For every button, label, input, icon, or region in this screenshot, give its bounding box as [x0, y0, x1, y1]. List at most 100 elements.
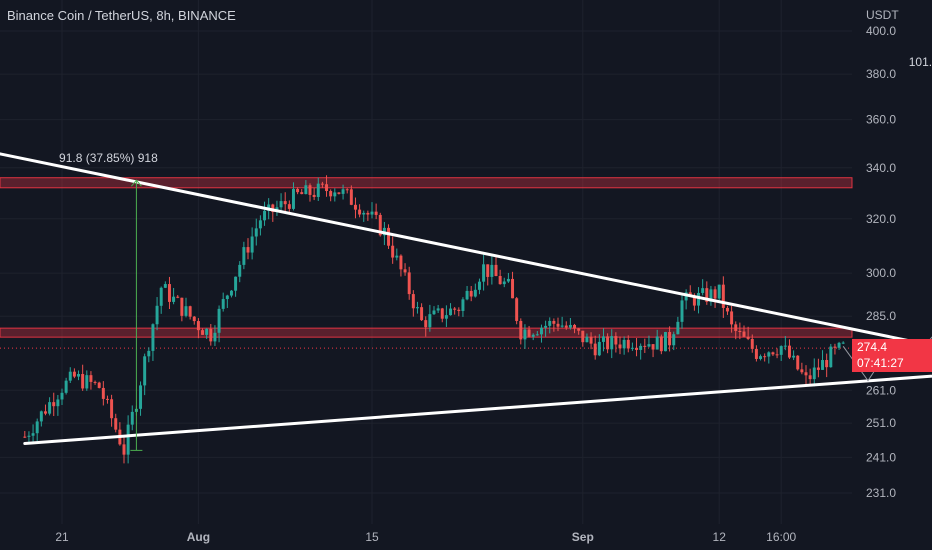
candle-body: [114, 418, 118, 430]
candle-body: [713, 289, 717, 299]
candle-body: [837, 342, 841, 348]
candle-body: [258, 220, 262, 229]
candle-body: [209, 328, 213, 342]
candle-body: [139, 385, 143, 409]
candle-body: [395, 255, 399, 258]
candle-body: [48, 402, 52, 414]
x-tick-label: 21: [55, 530, 69, 544]
candle-body: [610, 336, 614, 350]
candle-body: [527, 329, 531, 337]
candle-body: [535, 334, 539, 336]
candle-body: [556, 323, 560, 327]
measure-label: 91.8 (37.85%) 918: [59, 151, 158, 165]
candle-body: [548, 320, 552, 326]
candle-body: [312, 194, 316, 197]
candle-body: [85, 375, 89, 389]
candle-body: [792, 355, 796, 358]
candle-body: [283, 201, 287, 205]
candle-body: [787, 345, 791, 358]
candle-body: [825, 360, 829, 368]
y-tick-label: 400.0: [866, 24, 896, 38]
candle-body: [391, 245, 395, 258]
y-tick-label: 360.0: [866, 113, 896, 127]
candle-body: [56, 399, 60, 407]
candle-body: [490, 264, 494, 277]
measure-arrowhead: [131, 179, 142, 187]
candle-body: [626, 339, 630, 349]
y-tick-label: 251.0: [866, 416, 896, 430]
candle-body: [72, 371, 76, 377]
candle-body: [746, 336, 750, 339]
candle-body: [560, 325, 564, 327]
x-tick-label: 12: [713, 530, 727, 544]
candle-body: [511, 278, 515, 299]
candle-body: [606, 336, 610, 350]
candle-body: [159, 287, 163, 306]
y-tick-label: 300.0: [866, 266, 896, 280]
candle-body: [734, 324, 738, 331]
candle-body: [304, 185, 308, 195]
y-tick-label: 241.0: [866, 450, 896, 464]
measure-label: 101.2 (36.85%) 1012: [909, 55, 932, 69]
candle-body: [110, 399, 114, 419]
candle-body: [552, 320, 556, 324]
candle-body: [234, 276, 238, 291]
candle-body: [804, 372, 808, 376]
candle-body: [614, 336, 618, 345]
candle-body: [374, 211, 378, 215]
candle-body: [457, 309, 461, 311]
candle-body: [449, 308, 453, 316]
candle-body: [494, 264, 498, 276]
measurement-arrows: 91.8 (37.85%) 918 101.2 (36.85%) 1012: [59, 55, 932, 451]
x-tick-label: Aug: [187, 530, 210, 544]
candle-body: [349, 189, 353, 205]
candle-body: [130, 411, 134, 425]
candle-body: [221, 299, 225, 309]
candle-body: [105, 398, 109, 400]
candle-body: [486, 264, 490, 277]
candle-body: [93, 381, 97, 383]
candle-body: [31, 433, 35, 436]
candle-body: [101, 387, 105, 399]
trendlines: [0, 152, 932, 445]
candle-body: [300, 192, 304, 195]
candle-body: [358, 209, 362, 215]
candle-body: [180, 297, 184, 316]
candle-body: [461, 299, 465, 311]
candle-body: [407, 272, 411, 295]
candle-body: [564, 325, 568, 328]
candle-body: [738, 330, 742, 332]
candle-body: [816, 367, 820, 370]
candle-body: [279, 201, 283, 208]
candle-body: [601, 336, 605, 342]
candle-body: [126, 424, 130, 455]
candle-body: [250, 236, 254, 253]
candle-body: [308, 185, 312, 195]
candle-body: [287, 204, 291, 209]
candle-body: [597, 341, 601, 356]
candle-body: [759, 356, 763, 359]
candle-body: [147, 350, 151, 357]
candle-body: [192, 316, 196, 322]
candle-body: [697, 292, 701, 306]
candle-body: [643, 345, 647, 347]
resistance-zone: [0, 177, 853, 189]
candle-body: [539, 327, 543, 335]
x-tick-label: 15: [365, 530, 379, 544]
candle-body: [196, 321, 200, 331]
candle-body: [841, 342, 845, 344]
candle-body: [225, 295, 229, 300]
candle-body: [23, 436, 27, 438]
candles: [23, 175, 845, 464]
x-tick-label: Sep: [572, 530, 594, 544]
candle-body: [655, 336, 659, 350]
candle-body: [808, 375, 812, 380]
candle-body: [502, 281, 506, 285]
candle-body: [668, 332, 672, 346]
candle-body: [763, 356, 767, 358]
candle-body: [630, 347, 634, 349]
candle-body: [403, 269, 407, 273]
candle-body: [341, 189, 345, 194]
candle-body: [672, 334, 676, 346]
